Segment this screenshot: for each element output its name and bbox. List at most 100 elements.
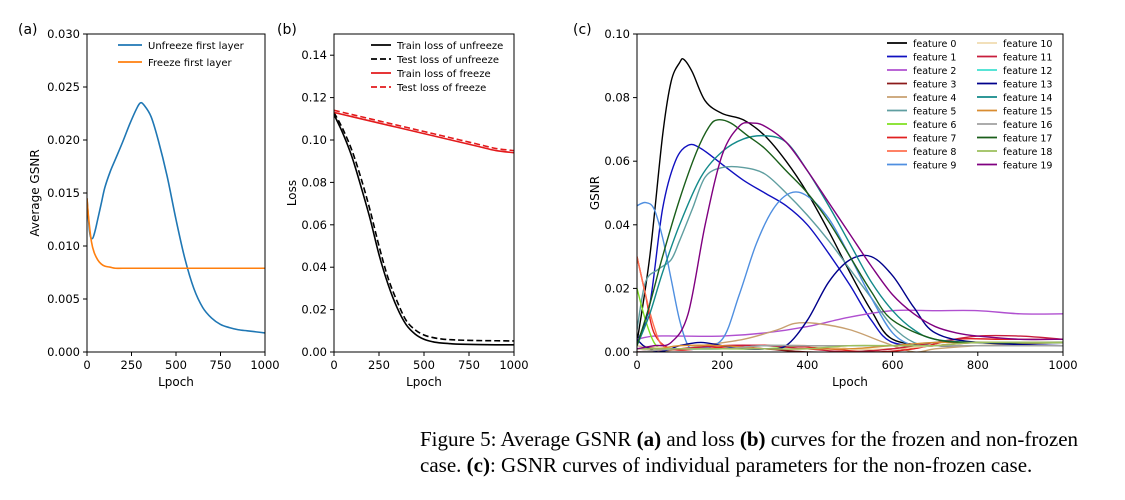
series-group bbox=[637, 58, 1063, 352]
legend-label: feature 18 bbox=[1003, 147, 1052, 158]
legend: Unfreeze first layer Freeze first layer bbox=[118, 41, 245, 69]
y-axis-label: GSNR bbox=[588, 176, 602, 210]
y-tick-label: 0.000 bbox=[47, 345, 80, 359]
y-tick-label: 0.06 bbox=[301, 218, 327, 232]
x-tick-label: 750 bbox=[458, 358, 480, 372]
figure-caption: Figure 5: Average GSNR (a) and loss (b) … bbox=[420, 426, 1120, 478]
y-tick-label: 0.12 bbox=[301, 91, 327, 105]
x-tick-label: 750 bbox=[210, 358, 232, 372]
legend-label: feature 8 bbox=[913, 147, 956, 158]
x-tick-label: 0 bbox=[83, 358, 90, 372]
series-line-feature-9 bbox=[637, 191, 1063, 351]
y-tick-label: 0.025 bbox=[47, 80, 80, 94]
chart-panel-2: (b) 0 250 500 750 1000 0.00 0.02 0.04 0.06 0.08 0.1… bbox=[277, 22, 529, 389]
series-line-feature-14 bbox=[637, 134, 1063, 346]
chart-panel-1: (a) 0 250 500 750 1000 0.000 0.005 0.010 0.015 0.0… bbox=[18, 22, 280, 389]
legend-label: feature 4 bbox=[913, 93, 956, 104]
legend-label: feature 17 bbox=[1003, 134, 1052, 145]
series-line-feature-0 bbox=[637, 58, 1063, 347]
legend-label: Test loss of freeze bbox=[396, 83, 486, 94]
legend-label: Train loss of unfreeze bbox=[396, 41, 503, 52]
x-axis-label: Lpoch bbox=[832, 375, 868, 389]
x-tick-label: 0 bbox=[633, 358, 640, 372]
legend-label: Freeze first layer bbox=[148, 58, 232, 69]
legend-label: feature 9 bbox=[913, 161, 956, 172]
figure-canvas: (a)0 250 500 750 10000.0000.0050.0100.0150.0… bbox=[18, 22, 1078, 389]
axes-frame bbox=[86, 33, 266, 353]
series-line-feature-19 bbox=[637, 121, 1063, 350]
x-tick-label: 1000 bbox=[250, 358, 279, 372]
y-tick-label: 0.02 bbox=[301, 303, 327, 317]
caption-ref-b: (b) bbox=[739, 427, 766, 451]
caption-ref-c: (c) bbox=[466, 453, 490, 477]
legend-label: Train loss of freeze bbox=[396, 69, 491, 80]
y-tick-label: 0.06 bbox=[604, 154, 630, 168]
series-line-feature-17 bbox=[637, 119, 1063, 346]
series-line-test-loss-of-unfreeze bbox=[334, 112, 514, 342]
legend-label: feature 5 bbox=[913, 107, 956, 118]
series-line-train-loss-of-unfreeze bbox=[334, 114, 514, 346]
legend-label: feature 6 bbox=[913, 120, 956, 131]
x-tick-label: 800 bbox=[967, 358, 989, 372]
legend-label: Unfreeze first layer bbox=[148, 41, 245, 52]
panel-label: (a) bbox=[18, 22, 38, 38]
y-tick-label: 0.04 bbox=[301, 260, 327, 274]
series-line-unfreeze-first-layer bbox=[87, 101, 265, 334]
legend-label: feature 13 bbox=[1003, 80, 1052, 91]
y-tick-label: 0.030 bbox=[47, 27, 80, 41]
axes-frame bbox=[636, 33, 1064, 353]
legend-label: feature 19 bbox=[1003, 161, 1052, 172]
legend-label: feature 2 bbox=[913, 66, 956, 77]
y-axis-label: Loss bbox=[285, 180, 299, 206]
legend-label: feature 3 bbox=[913, 80, 956, 91]
legend-label: Test loss of unfreeze bbox=[396, 55, 499, 66]
y-tick-label: 0.04 bbox=[604, 218, 630, 232]
legend-label: feature 0 bbox=[913, 39, 956, 50]
caption-text-2: and loss bbox=[661, 427, 740, 451]
series-group bbox=[87, 101, 265, 334]
legend-label: feature 14 bbox=[1003, 93, 1052, 104]
y-axis-label: Average GSNR bbox=[28, 149, 42, 236]
y-tick-label: 0.010 bbox=[47, 239, 80, 253]
series-line-feature-6 bbox=[637, 288, 1063, 350]
axes-frame bbox=[333, 33, 515, 353]
series-line-freeze-first-layer bbox=[87, 198, 265, 270]
y-tick-label: 0.02 bbox=[604, 281, 630, 295]
y-tick-label: 0.005 bbox=[47, 292, 80, 306]
y-tick-label: 0.015 bbox=[47, 186, 80, 200]
legend-label: feature 7 bbox=[913, 134, 956, 145]
x-tick-label: 0 bbox=[330, 358, 337, 372]
series-group bbox=[334, 109, 514, 346]
x-axis-label: Lpoch bbox=[406, 375, 442, 389]
y-tick-label: 0.08 bbox=[301, 175, 327, 189]
panel-label: (c) bbox=[573, 22, 592, 38]
y-tick-label: 0.10 bbox=[301, 133, 327, 147]
series-line-train-loss-of-freeze bbox=[334, 111, 514, 154]
x-tick-label: 1000 bbox=[1048, 358, 1077, 372]
y-tick-label: 0.00 bbox=[604, 345, 630, 359]
legend-label: feature 16 bbox=[1003, 120, 1052, 131]
x-tick-label: 200 bbox=[711, 358, 733, 372]
series-line-feature-18 bbox=[637, 341, 1063, 350]
legend: Train loss of unfreeze Test loss of unfre… bbox=[371, 41, 503, 94]
x-tick-label: 600 bbox=[882, 358, 904, 372]
series-line-feature-5 bbox=[637, 165, 1063, 347]
caption-text-3: curves for the frozen and non-frozen cas… bbox=[420, 427, 1079, 477]
x-axis-label: Lpoch bbox=[158, 375, 194, 389]
legend-label: feature 11 bbox=[1003, 53, 1052, 64]
x-tick-label: 250 bbox=[368, 358, 390, 372]
legend-label: feature 15 bbox=[1003, 107, 1052, 118]
x-tick-label: 1000 bbox=[499, 358, 528, 372]
y-tick-label: 0.10 bbox=[604, 27, 630, 41]
x-tick-label: 400 bbox=[796, 358, 818, 372]
y-tick-label: 0.14 bbox=[301, 48, 327, 62]
legend: feature 0 feature 1 feature 2 feature 3 feat… bbox=[887, 39, 1052, 172]
series-line-test-loss-of-freeze bbox=[334, 109, 514, 152]
y-tick-label: 0.00 bbox=[301, 345, 327, 359]
y-tick-label: 0.020 bbox=[47, 133, 80, 147]
x-tick-label: 250 bbox=[121, 358, 143, 372]
caption-text-1: Figure 5: Average GSNR bbox=[420, 427, 637, 451]
x-tick-label: 500 bbox=[165, 358, 187, 372]
y-tick-label: 0.08 bbox=[604, 91, 630, 105]
panel-label: (b) bbox=[277, 22, 297, 38]
